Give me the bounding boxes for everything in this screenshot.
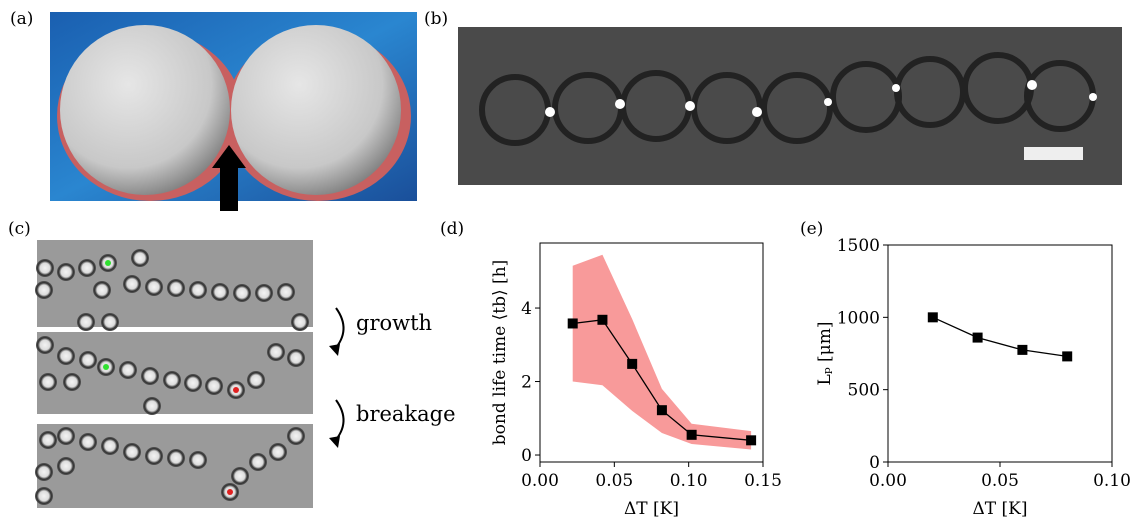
marker <box>627 359 637 369</box>
x-tick-label: 0.05 <box>595 471 633 491</box>
figure: (a) (b) (c) (d) (e) gr <box>0 0 1142 520</box>
x-tick-label: 0.10 <box>1093 471 1131 491</box>
marker <box>746 435 756 445</box>
render-image <box>50 12 417 211</box>
annotation: growth <box>356 311 432 335</box>
microscope-image <box>458 27 1122 185</box>
y-tick-label: 1000 <box>837 308 880 328</box>
y-axis-label: bond life time ⟨tb⟩ [h] <box>490 260 510 445</box>
x-tick-label: 0.05 <box>981 471 1019 491</box>
panel-label: (c) <box>8 219 31 239</box>
marker <box>687 430 697 440</box>
marker <box>928 312 938 322</box>
y-tick-label: 500 <box>848 381 880 401</box>
marker <box>1062 351 1072 361</box>
line <box>933 317 1067 356</box>
y-tick-label: 2 <box>521 373 532 393</box>
panel-label: (d) <box>440 219 464 239</box>
annotation: breakage <box>356 402 456 426</box>
panel-label: (a) <box>10 9 33 29</box>
x-tick-label: 0.00 <box>869 471 907 491</box>
x-axis-label: ΔT [K] <box>973 499 1028 519</box>
y-tick-label: 0 <box>869 453 880 473</box>
marker <box>973 333 983 343</box>
error-band <box>573 255 751 450</box>
y-tick-label: 0 <box>521 446 532 466</box>
panel-label: (e) <box>800 219 823 239</box>
panel-label: (b) <box>424 9 448 29</box>
microscope-frames <box>35 240 344 508</box>
y-tick-label: 4 <box>521 299 532 319</box>
marker <box>597 315 607 325</box>
marker <box>568 318 578 328</box>
marker <box>657 405 667 415</box>
x-tick-label: 0.00 <box>521 471 559 491</box>
marker <box>1017 345 1027 355</box>
plot-frame <box>888 245 1112 462</box>
y-tick-label: 1500 <box>837 236 880 256</box>
x-axis-label: ΔT [K] <box>624 499 679 519</box>
x-tick-label: 0.10 <box>670 471 708 491</box>
x-tick-label: 0.15 <box>744 471 782 491</box>
y-axis-label: Lₚ [μm] <box>815 322 835 386</box>
